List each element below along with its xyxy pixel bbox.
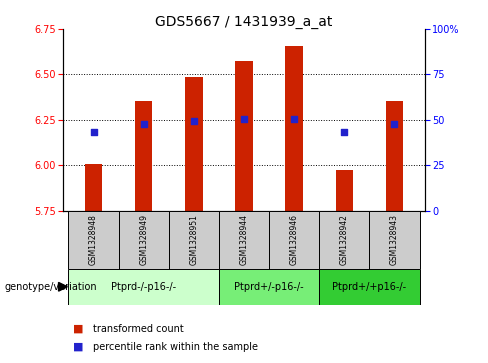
Point	[341, 129, 348, 135]
Bar	[269, 211, 319, 269]
Bar	[119, 211, 169, 269]
Point	[240, 116, 248, 122]
Bar	[68, 211, 119, 269]
Bar	[85, 164, 102, 211]
Text: transformed count: transformed count	[93, 323, 183, 334]
Text: GSM1328944: GSM1328944	[240, 214, 248, 265]
Text: GSM1328949: GSM1328949	[139, 214, 148, 265]
Bar	[185, 77, 203, 211]
Text: GSM1328942: GSM1328942	[340, 214, 349, 265]
Point	[190, 118, 198, 123]
Bar	[386, 101, 403, 211]
Text: genotype/variation: genotype/variation	[5, 282, 98, 292]
Text: Ptprd+/+p16-/-: Ptprd+/+p16-/-	[332, 282, 407, 292]
Bar	[336, 170, 353, 211]
Text: ■: ■	[73, 323, 84, 334]
Bar	[68, 269, 219, 305]
Bar	[235, 61, 253, 211]
Text: Ptprd+/-p16-/-: Ptprd+/-p16-/-	[234, 282, 304, 292]
Bar	[169, 211, 219, 269]
Bar	[135, 101, 152, 211]
Bar	[219, 269, 319, 305]
Bar	[319, 269, 420, 305]
Text: GSM1328946: GSM1328946	[290, 214, 299, 265]
Point	[90, 129, 98, 135]
Text: GSM1328948: GSM1328948	[89, 214, 98, 265]
Bar	[319, 211, 369, 269]
Bar	[219, 211, 269, 269]
Point	[290, 116, 298, 122]
Text: Ptprd-/-p16-/-: Ptprd-/-p16-/-	[111, 282, 176, 292]
Text: GSM1328951: GSM1328951	[189, 214, 198, 265]
Text: percentile rank within the sample: percentile rank within the sample	[93, 342, 258, 352]
Text: ■: ■	[73, 342, 84, 352]
Text: GSM1328943: GSM1328943	[390, 214, 399, 265]
Text: GDS5667 / 1431939_a_at: GDS5667 / 1431939_a_at	[155, 15, 333, 29]
Bar	[369, 211, 420, 269]
Point	[140, 121, 147, 127]
Bar	[285, 46, 303, 211]
Point	[390, 121, 398, 127]
